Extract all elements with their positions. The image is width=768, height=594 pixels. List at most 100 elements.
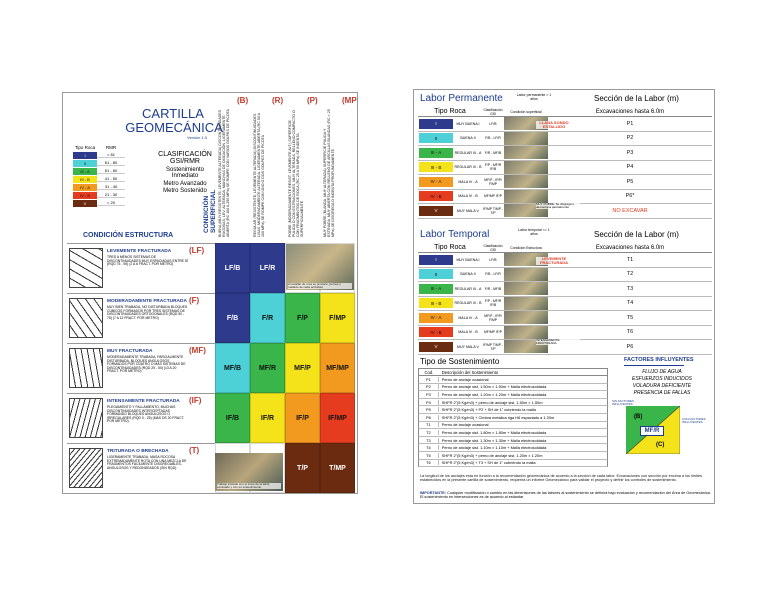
temporal-life: Labor temporal <= 1 años: [518, 228, 550, 236]
labor-header-cell: Clasificación GSI: [483, 243, 503, 252]
structure-title: TRITURADA O BRECHADA: [107, 449, 169, 454]
structure-title: MODERADAMENTE FRACTURADA: [107, 299, 187, 304]
rock-type-swatch: I: [419, 254, 453, 265]
labor-row: III - A REGULAR III - A F/R - MF/B T3: [418, 282, 712, 297]
rock-rmr-value: > 81: [97, 152, 125, 158]
rock-type-swatch: I: [73, 151, 97, 159]
rock-quality: REGULAR III - A: [454, 286, 482, 291]
sostenimiento-description: Perno de anclaje sist. 1.20m × 1.20m + M…: [441, 391, 547, 397]
code-b: (B): [634, 414, 643, 420]
sostenimiento-description: Perno de anclaje sist. 1.80m × 1.80m + M…: [441, 429, 547, 435]
rock-quality: MALA IV - A: [458, 315, 478, 320]
gsi-codes: MF/MP IF/P: [483, 330, 503, 335]
rock-rmr-value: 51 - 60: [97, 168, 125, 174]
rock-rmr-value: 41 - 50: [97, 176, 125, 182]
factores-underline: [624, 365, 684, 366]
column-code: (R): [272, 96, 284, 105]
support-code: T3: [626, 285, 634, 292]
classification-line: GSI/RMR: [170, 158, 200, 166]
sostenimiento-code: P2: [419, 384, 439, 390]
photo-caption-bottom: Trabajo iniciado con el inicio de la lab…: [217, 482, 281, 490]
rock-rmr-value: < 20: [97, 200, 125, 206]
gsi-codes: LF/B: [489, 121, 497, 126]
labor-header-cell: Tipo Roca: [434, 108, 466, 115]
column-code: (B): [237, 96, 249, 105]
structure-row: INTENSAMENTE FRACTURADA (IF) PLEGAMIENTO Y…: [67, 393, 215, 443]
code-c: (C): [656, 442, 665, 448]
support-code: T6: [626, 329, 634, 336]
structure-sketch: [69, 298, 103, 338]
sostenimiento-row: T2 Perno de anclaje sist. 1.80m × 1.80m +…: [418, 429, 608, 437]
rock-type-swatch: III - A: [419, 147, 453, 158]
rock-type-swatch: V: [419, 341, 453, 352]
note-longitud: La longitud de los anclajes esta en func…: [420, 474, 702, 482]
condicion-estructura-label: CONDICIÓN ESTRUCTURA: [83, 232, 174, 239]
support-code: P6: [626, 343, 634, 350]
sostenimiento-description: SHFR 2"(5 Kg/m3) + perno de anclaje sist…: [441, 452, 543, 458]
labor-header-cell: Excavaciones hasta 6.0m: [595, 244, 665, 251]
card-title-line2: GEOMECÁNICA: [125, 120, 223, 135]
rock-type-swatch: II: [73, 159, 97, 167]
structure-description: MUY BIEN TRABADA, NO DISTURBADA BLOQUES …: [107, 305, 188, 320]
factor-item: VOLADURA DEFICIENTE: [632, 383, 692, 389]
rock-header-type: Tipo Roca: [74, 144, 96, 150]
rock-type-swatch: I: [419, 118, 453, 129]
rock-quality: BUENA II: [460, 136, 476, 141]
rock-photo: [504, 189, 548, 203]
structure-title: INTENSAMENTE FRACTURADA: [107, 399, 180, 404]
labor-row: III - B REGULAR III - B F/P - MF/R IF/B T4: [418, 296, 712, 311]
sostenimiento-row: P1 Perno de anclaje ocasional: [418, 376, 608, 384]
rock-type-swatch: II: [419, 133, 453, 144]
support-code: P1: [626, 120, 634, 127]
sostenimiento-header: Cod. Descripción del Sostenimiento: [418, 368, 608, 376]
sostenimiento-header-cell: Cod.: [424, 369, 434, 375]
grid-cell: F/MP: [320, 293, 355, 343]
gsi-codes: F/B - LF/R: [485, 136, 501, 141]
rock-rmr-value: 31 - 40: [97, 184, 125, 190]
temporal-table: Tipo Roca Clasificación GSI Condición Estr…: [418, 243, 712, 355]
rock-quality: REGULAR III - B: [454, 301, 482, 306]
gsi-codes: IF/MP T/MP - T/P: [483, 342, 503, 351]
rock-type-swatch: III - A: [419, 283, 453, 294]
classification-block: CLASIFICACIÓN GSI/RMR Sostenimiento Inme…: [145, 151, 225, 194]
structure-title: MUY FRACTURADA: [107, 349, 153, 354]
gsi-codes: F/P - MF/R IF/B: [484, 163, 502, 172]
code-mfr: MF/R: [640, 426, 664, 436]
rock-photo: [504, 160, 548, 174]
grid-cell: IF/P: [285, 393, 320, 443]
structure-sketch: [69, 398, 103, 438]
labor-header-cell: Condición Estructura: [510, 245, 542, 250]
sostenimiento-description: Perno de anclaje sist. 1.50m × 1.50m + M…: [441, 384, 547, 390]
sostenimiento-row: P4 SHFR 2"(5 Kg/m3) + perno de anclaje si…: [418, 398, 608, 407]
left-card: CARTILLA GEOMECÁNICA Versión 1.0 Tipo Ro…: [62, 92, 358, 494]
structure-code: (IF): [189, 396, 202, 405]
support-code: P5: [626, 178, 634, 185]
rock-type-swatch: IV - A: [419, 312, 453, 323]
rock-type-swatch: IV - A: [419, 176, 453, 187]
support-code: P6*: [625, 193, 635, 200]
grid-cell: MF/P: [285, 343, 320, 393]
rock-quality: MUY BUENA I: [456, 257, 480, 262]
grid-cell: IF/R: [250, 393, 285, 443]
sostenimiento-description: SHFR 2"(5 Kg/m3) + perno de anclaje sist…: [441, 399, 543, 405]
column-description: BUENA (MUY RESISTENTE, LEVEMENTE ALTERAD…: [218, 109, 230, 237]
rock-type-row: III - B 41 - 50: [73, 175, 125, 183]
sostenimiento-code: T2: [419, 429, 439, 435]
sostenimiento-code: T5: [419, 452, 439, 458]
structure-code: (T): [189, 446, 200, 455]
rock-photo: [504, 325, 548, 339]
sostenimiento-row: T3 Perno de anclaje sist. 1.30m × 1.30m +…: [418, 436, 608, 445]
condicion-superficial-label: CONDICIÓN SUPERFICIAL: [203, 189, 217, 233]
rock-photo: [504, 146, 548, 160]
gsi-codes: F/B - LF/R: [485, 272, 501, 277]
support-code: P4: [626, 164, 634, 171]
sostenimiento-code: T4: [419, 445, 439, 451]
sostenimiento-code: T6: [419, 460, 439, 466]
support-code: NO EXCAVAR: [612, 207, 648, 214]
gsi-codes: F/P - MF/R IF/B: [484, 299, 502, 308]
sostenimiento-description: SHFR 2"(5 Kg/m3) + T3 + SH de 1" cubrien…: [441, 460, 536, 466]
factor-item: FLUJO DE AGUA: [642, 369, 682, 375]
grid-cell: MF/B: [215, 343, 250, 393]
column-description: POBRE (MODERADAMENTE RESIST. LEVEMENTE A…: [288, 110, 304, 237]
labor-header-cell: Tipo Roca: [434, 244, 466, 251]
